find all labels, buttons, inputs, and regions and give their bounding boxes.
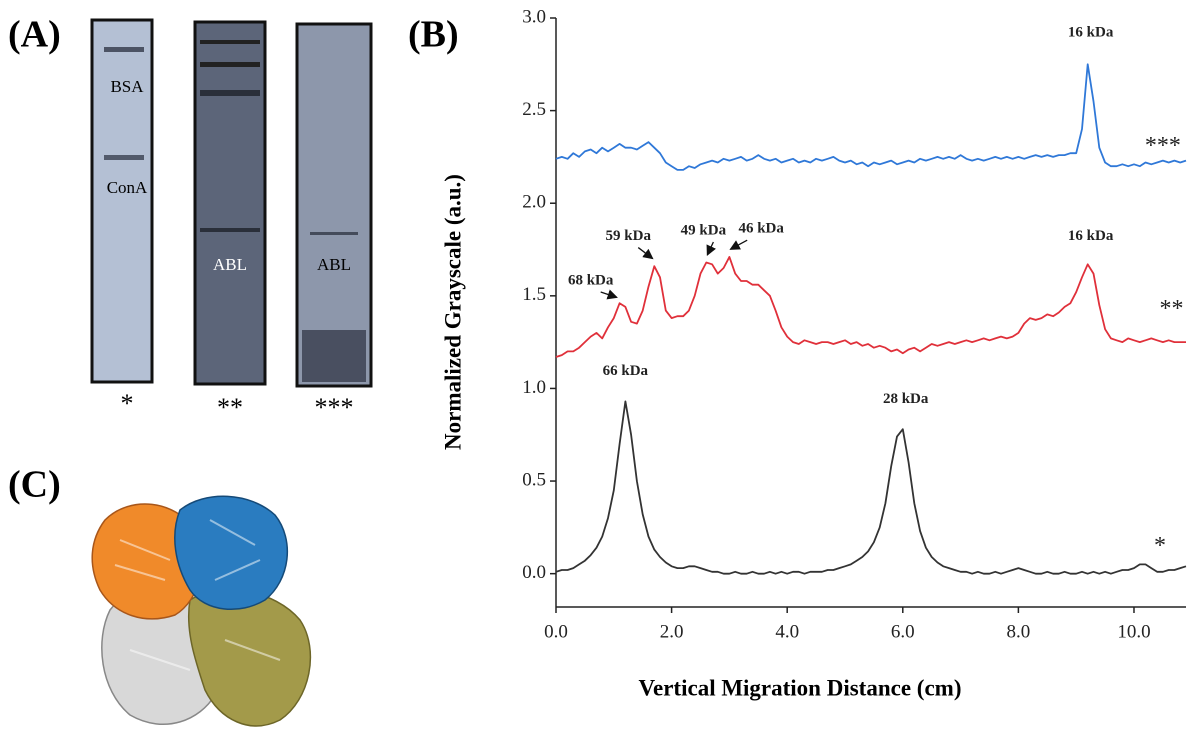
panel-label: (C) <box>8 464 61 506</box>
lane-marker: ** <box>217 393 243 422</box>
band-label: ConA <box>107 178 148 197</box>
x-tick-label: 2.0 <box>660 621 684 642</box>
band-label: ABL <box>213 255 247 274</box>
gel-band <box>310 232 358 235</box>
series-label: * <box>1154 533 1166 559</box>
gel-lane <box>193 20 267 386</box>
gel-band <box>200 62 260 67</box>
gel-lane <box>295 22 373 388</box>
annotation-arrow <box>600 289 618 300</box>
annotation-arrow <box>637 247 654 260</box>
series-line <box>555 400 1187 575</box>
x-tick-label: 4.0 <box>775 621 799 642</box>
annotation: 28 kDa <box>883 391 929 407</box>
gel-band <box>200 40 260 44</box>
y-tick-label: 0.5 <box>522 469 546 490</box>
band-label: BSA <box>110 77 144 96</box>
x-tick-label: 10.0 <box>1117 621 1150 642</box>
gel-band <box>104 47 144 52</box>
band-label: ABL <box>317 255 351 274</box>
y-tick-label: 1.5 <box>522 284 546 305</box>
annotation: 16 kDa <box>1068 228 1114 244</box>
y-tick-label: 2.5 <box>522 99 546 120</box>
gel-lane <box>90 18 154 384</box>
panel-label: (B) <box>408 14 459 56</box>
gel-band <box>200 90 260 96</box>
annotation: 59 kDa <box>606 228 652 244</box>
annotation: 16 kDa <box>1068 24 1114 40</box>
x-tick-label: 8.0 <box>1007 621 1031 642</box>
series-label: ** <box>1160 296 1184 322</box>
y-tick-label: 0.0 <box>522 562 546 583</box>
series-line <box>555 63 1187 171</box>
series-label: *** <box>1145 133 1181 159</box>
panel-label: (A) <box>8 14 61 56</box>
annotation-arrow <box>729 239 748 250</box>
y-axis-title: Normalized Grayscale (a.u.) <box>440 174 465 450</box>
annotation: 68 kDa <box>568 272 614 288</box>
gel-smear <box>302 330 366 382</box>
series-line <box>555 255 1186 358</box>
gel-band <box>104 155 144 160</box>
lane-marker: *** <box>315 393 354 422</box>
y-tick-label: 1.0 <box>522 377 546 398</box>
protein-structure <box>91 495 312 727</box>
y-tick-label: 3.0 <box>522 6 546 27</box>
x-tick-label: 6.0 <box>891 621 915 642</box>
annotation-arrow <box>706 241 716 256</box>
annotation: 66 kDa <box>603 363 649 379</box>
x-axis-title: Vertical Migration Distance (cm) <box>639 675 962 700</box>
y-tick-label: 2.0 <box>522 192 546 213</box>
gel-band <box>200 228 260 232</box>
x-tick-label: 0.0 <box>544 621 568 642</box>
annotation: 49 kDa <box>681 222 727 238</box>
annotation: 46 kDa <box>738 221 784 237</box>
lane-marker: * <box>121 389 134 418</box>
